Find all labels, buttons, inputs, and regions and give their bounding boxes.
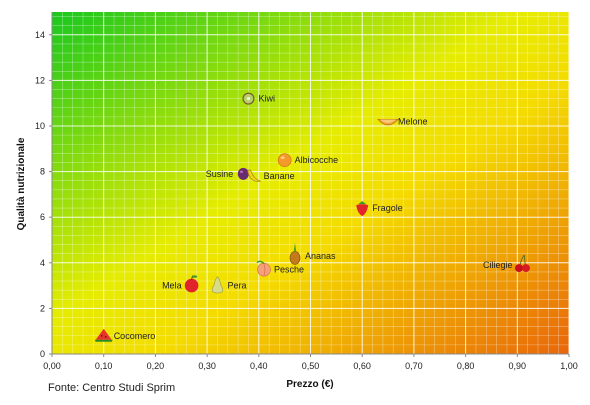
point-label: Ananas xyxy=(305,251,336,261)
point-label: Ciliegie xyxy=(483,260,513,270)
y-tick-labels: 0 2 4 6 8 10 12 14 xyxy=(35,30,52,359)
data-point: Fragole xyxy=(356,201,403,217)
x-tick-label: 0,00 xyxy=(43,361,61,371)
x-tick-label: 0,40 xyxy=(250,361,268,371)
point-label: Banane xyxy=(264,171,295,181)
source-note: Fonte: Centro Studi Sprim xyxy=(48,382,176,394)
y-axis-title: Qualità nutrizionale xyxy=(16,137,27,230)
y-tick-label: 2 xyxy=(40,303,45,313)
y-tick-label: 10 xyxy=(35,121,45,131)
data-point: Pesche xyxy=(256,260,304,277)
point-label: Cocomero xyxy=(114,331,156,341)
x-tick-label: 1,00 xyxy=(560,361,578,371)
watermelon-icon xyxy=(94,328,113,342)
data-point: Ciliegie xyxy=(483,254,530,273)
x-tick-label: 0,80 xyxy=(457,361,475,371)
y-tick-label: 14 xyxy=(35,30,45,40)
y-tick-label: 12 xyxy=(35,75,45,85)
point-label: Fragole xyxy=(372,203,403,213)
point-label: Susine xyxy=(206,169,234,179)
melon-icon xyxy=(377,119,399,126)
x-tick-label: 0,30 xyxy=(198,361,216,371)
x-axis-title: Prezzo (€) xyxy=(286,379,333,390)
point-label: Melone xyxy=(398,116,428,126)
pear-icon xyxy=(211,276,223,294)
data-point: Pera xyxy=(211,276,246,294)
x-tick-label: 0,90 xyxy=(509,361,527,371)
pineapple-icon xyxy=(289,242,301,265)
point-label: Albicocche xyxy=(295,155,339,165)
x-tick-label: 0,20 xyxy=(147,361,165,371)
point-label: Pesche xyxy=(274,265,304,275)
plum-icon xyxy=(237,167,249,180)
x-tick-labels: 0,00 0,10 0,20 0,30 0,40 0,50 0,60 0,70 0,80 0,90… xyxy=(43,354,578,371)
data-point: Banane xyxy=(247,169,295,182)
cherry-icon xyxy=(514,254,530,273)
x-tick-label: 0,60 xyxy=(353,361,371,371)
kiwi-icon xyxy=(242,92,255,105)
y-tick-label: 8 xyxy=(40,167,45,177)
y-tick-label: 0 xyxy=(40,349,45,359)
data-point: Melone xyxy=(377,116,428,126)
y-tick-label: 6 xyxy=(40,212,45,222)
data-point: Ananas xyxy=(289,242,336,265)
data-point: Albicocche xyxy=(277,153,339,167)
data-point: Kiwi xyxy=(242,92,275,105)
banana-icon xyxy=(247,169,261,182)
apricot-icon xyxy=(277,153,292,167)
strawberry-icon xyxy=(356,201,369,217)
data-point: Cocomero xyxy=(94,328,156,342)
point-label: Mela xyxy=(162,281,182,291)
peach-icon xyxy=(256,260,271,277)
y-tick-label: 4 xyxy=(40,258,45,268)
apple-icon xyxy=(184,275,199,293)
x-tick-label: 0,70 xyxy=(405,361,423,371)
data-point: Susine xyxy=(206,167,249,180)
point-label: Kiwi xyxy=(258,94,275,104)
x-tick-label: 0,50 xyxy=(302,361,320,371)
data-points: Kiwi Melone Albicocche Susine Banane Fragole A… xyxy=(94,92,530,342)
x-tick-label: 0,10 xyxy=(95,361,113,371)
data-point: Mela xyxy=(162,275,199,293)
point-label: Pera xyxy=(227,281,246,291)
